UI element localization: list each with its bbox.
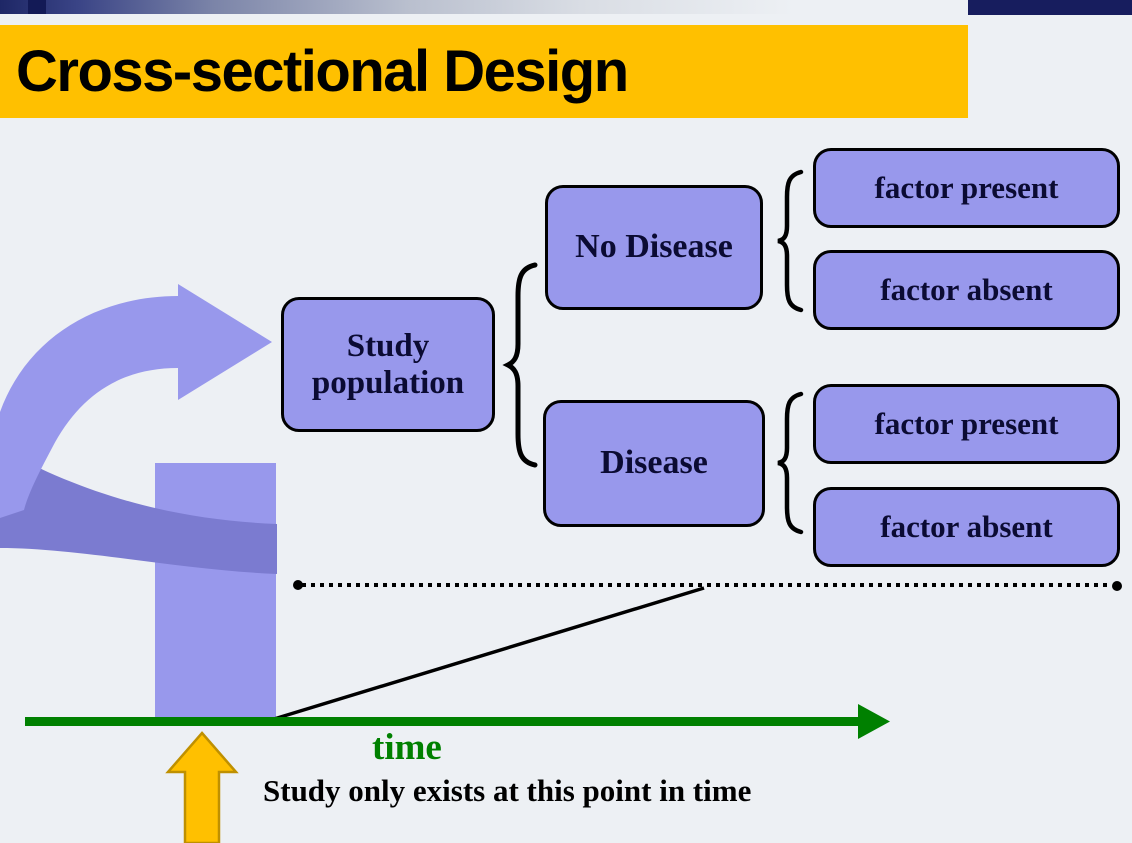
- caption-text: Study only exists at this point in time: [263, 773, 752, 808]
- study-population-line1: Study: [346, 327, 430, 364]
- curved-arrow-icon: [0, 284, 272, 518]
- top-gradient-bar: [0, 0, 968, 14]
- factor-present-label: factor present: [874, 169, 1059, 205]
- disease-factor-present-box: factor present: [813, 384, 1120, 464]
- disease-label: Disease: [600, 444, 708, 482]
- no-disease-box: No Disease: [545, 185, 763, 310]
- disease-factor-absent-box: factor absent: [813, 487, 1120, 567]
- curved-arrow-underside: [0, 448, 277, 574]
- study-population-line2: population: [311, 364, 465, 401]
- no-disease-factor-absent-box: factor absent: [813, 250, 1120, 330]
- timeline-shaft: [25, 717, 858, 726]
- brace-bottom-icon: [777, 391, 804, 535]
- dotted-line-end-dot: [1112, 581, 1122, 591]
- dotted-line-start-dot: [293, 580, 303, 590]
- slide-title: Cross-sectional Design: [16, 39, 629, 104]
- no-disease-factor-present-box: factor present: [813, 148, 1120, 228]
- factor-present-label: factor present: [874, 405, 1059, 441]
- timeline-arrowhead-icon: [858, 704, 890, 739]
- brace-large-icon: [502, 262, 538, 468]
- factor-absent-label: factor absent: [880, 508, 1053, 544]
- top-right-accent: [968, 0, 1132, 15]
- study-population-box: Study population: [281, 297, 495, 432]
- title-bar: Cross-sectional Design: [0, 25, 968, 118]
- diagonal-line: [273, 586, 705, 721]
- time-label: time: [372, 727, 442, 768]
- disease-box: Disease: [543, 400, 765, 527]
- brace-top-icon: [777, 169, 804, 313]
- factor-absent-label: factor absent: [880, 271, 1053, 307]
- no-disease-label: No Disease: [575, 228, 733, 266]
- time-point-bar: [155, 463, 276, 719]
- top-left-accent: [28, 0, 46, 14]
- up-arrow-icon: [165, 731, 239, 843]
